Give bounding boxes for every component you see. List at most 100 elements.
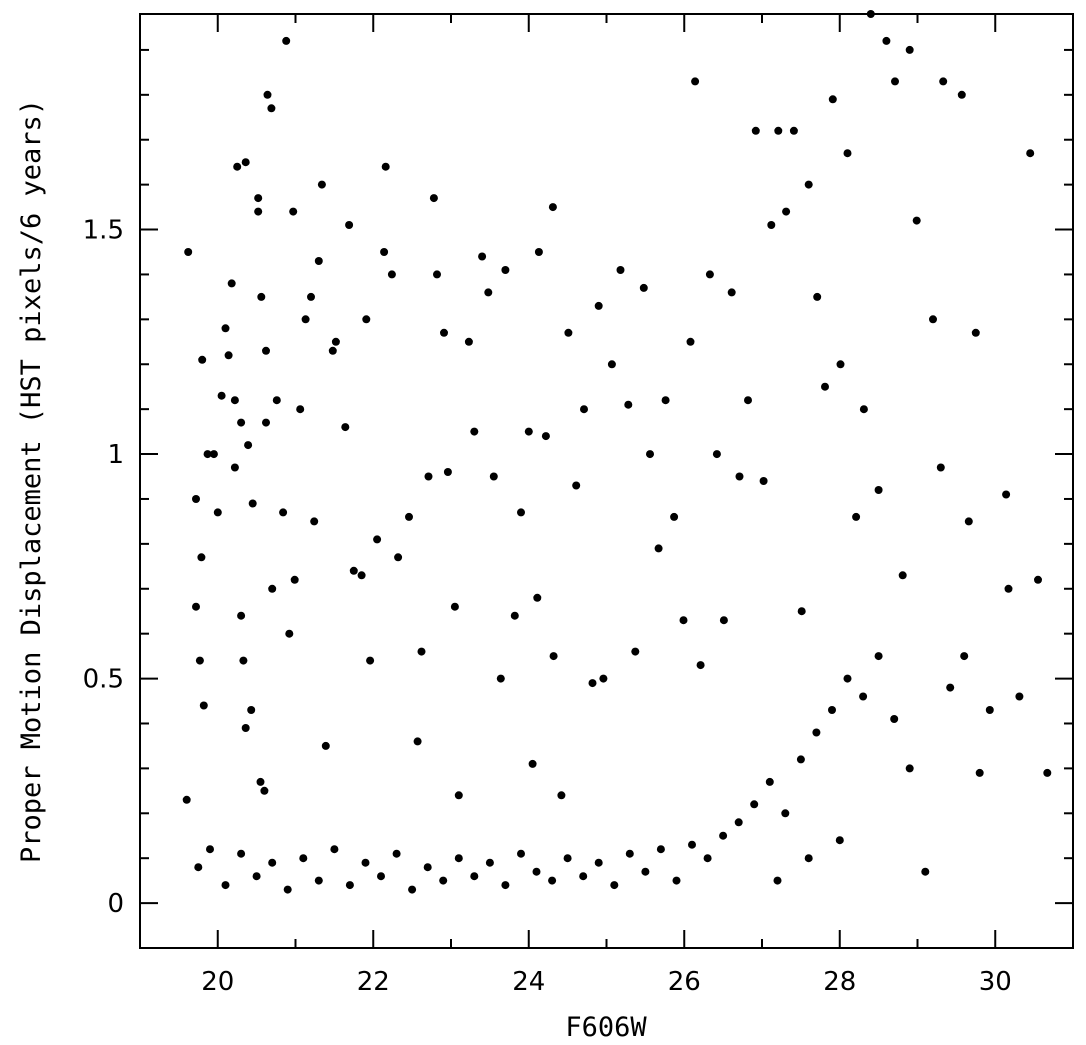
data-point — [921, 867, 930, 876]
data-point — [813, 292, 822, 301]
data-point — [380, 248, 389, 256]
data-point — [686, 337, 695, 346]
data-point — [267, 104, 276, 113]
x-tick-label: 24 — [512, 967, 545, 997]
data-point — [272, 396, 281, 405]
data-point — [898, 571, 907, 580]
data-point — [192, 602, 200, 611]
data-point — [184, 248, 193, 256]
x-tick-label: 26 — [668, 967, 701, 997]
data-point — [217, 391, 226, 400]
data-point — [209, 450, 218, 459]
data-point — [470, 427, 479, 436]
data-point — [843, 674, 852, 683]
y-tick-labels: 0 0.5 1 1.5 — [83, 216, 124, 920]
data-point — [843, 149, 852, 158]
data-point — [548, 203, 557, 212]
data-point — [307, 292, 315, 301]
data-point — [727, 288, 736, 297]
data-point — [321, 741, 330, 750]
data-point — [221, 324, 230, 333]
data-point — [1002, 490, 1011, 499]
axis-ticks — [140, 14, 1074, 948]
data-point — [812, 728, 821, 737]
data-point — [975, 768, 984, 777]
data-point — [203, 450, 212, 459]
data-point — [377, 872, 385, 881]
data-point — [230, 396, 239, 405]
y-tick-label: 1.5 — [83, 216, 124, 246]
data-point — [439, 876, 448, 885]
data-point — [470, 872, 479, 881]
data-point — [679, 616, 688, 625]
data-point — [594, 858, 603, 867]
data-point — [361, 858, 370, 867]
data-point — [579, 872, 588, 881]
data-point — [517, 508, 525, 517]
data-point — [454, 854, 463, 863]
data-point — [939, 77, 948, 86]
data-point — [789, 126, 798, 135]
x-tick-labels: 20 22 24 26 28 30 — [201, 967, 1012, 997]
data-point — [631, 647, 640, 656]
data-point — [821, 382, 829, 391]
data-point — [405, 512, 413, 521]
data-point — [759, 477, 768, 485]
data-point — [317, 180, 326, 189]
data-point — [357, 571, 366, 580]
data-point — [496, 674, 505, 683]
data-point — [828, 706, 836, 714]
data-point — [417, 647, 426, 656]
data-point — [580, 405, 588, 414]
data-point — [751, 126, 760, 135]
data-point — [440, 328, 448, 337]
data-point — [534, 248, 543, 256]
data-point — [423, 863, 432, 872]
data-point — [230, 463, 239, 472]
data-point — [314, 876, 323, 885]
data-point — [328, 346, 337, 355]
data-point — [957, 90, 966, 99]
data-point — [429, 194, 438, 203]
data-point — [654, 544, 663, 553]
data-point — [781, 809, 790, 818]
data-point — [1026, 149, 1035, 158]
data-point — [670, 512, 679, 521]
data-point — [362, 315, 371, 324]
data-point — [641, 867, 650, 876]
data-point — [345, 221, 354, 229]
data-point — [533, 593, 542, 602]
data-point — [262, 346, 270, 355]
data-point — [750, 800, 759, 809]
data-point — [373, 535, 382, 544]
data-point — [712, 450, 721, 459]
data-point — [433, 270, 441, 279]
data-point — [563, 854, 572, 863]
data-point — [960, 652, 969, 661]
data-point — [836, 360, 845, 369]
data-point — [572, 481, 581, 490]
data-point — [874, 486, 883, 494]
y-tick-label: 1 — [107, 440, 124, 470]
data-point — [765, 777, 774, 786]
x-tick-label: 28 — [823, 967, 856, 997]
data-point — [905, 764, 914, 773]
data-point — [279, 508, 288, 517]
data-point — [929, 315, 937, 324]
data-point — [1034, 575, 1042, 584]
data-point — [285, 629, 294, 638]
data-point — [691, 77, 700, 86]
data-point — [260, 786, 269, 795]
data-point — [310, 517, 319, 526]
data-point — [891, 77, 899, 86]
data-point — [381, 162, 390, 171]
data-point — [859, 692, 868, 701]
data-point — [688, 840, 696, 849]
data-point — [237, 611, 246, 620]
data-point — [221, 881, 230, 890]
data-point — [719, 831, 728, 840]
data-point — [289, 207, 298, 216]
data-point — [1004, 584, 1013, 593]
data-point — [744, 396, 752, 405]
